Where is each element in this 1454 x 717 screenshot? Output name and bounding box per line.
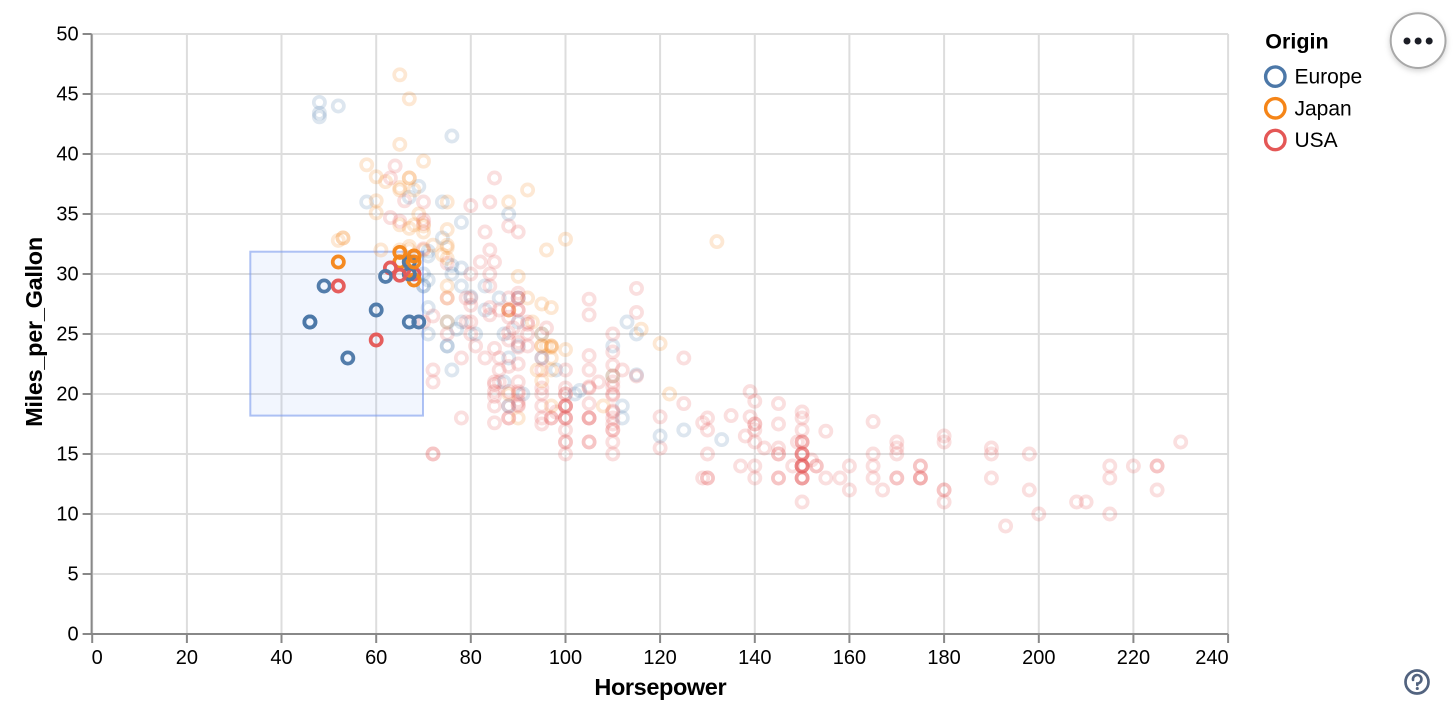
svg-text:50: 50: [56, 24, 78, 46]
svg-text:Origin: Origin: [1265, 29, 1328, 53]
svg-text:15: 15: [56, 444, 78, 466]
svg-text:100: 100: [549, 647, 582, 669]
svg-text:Miles_per_Gallon: Miles_per_Gallon: [21, 237, 47, 427]
svg-text:20: 20: [56, 384, 78, 406]
svg-text:25: 25: [56, 324, 78, 346]
svg-text:80: 80: [460, 647, 482, 669]
svg-text:40: 40: [270, 647, 292, 669]
svg-text:30: 30: [56, 264, 78, 286]
svg-text:220: 220: [1117, 647, 1150, 669]
svg-text:0: 0: [67, 624, 78, 646]
svg-text:Europe: Europe: [1295, 66, 1363, 89]
svg-text:35: 35: [56, 204, 78, 226]
svg-text:45: 45: [56, 84, 78, 106]
svg-text:140: 140: [738, 647, 771, 669]
svg-text:200: 200: [1022, 647, 1055, 669]
svg-text:120: 120: [643, 647, 676, 669]
svg-text:5: 5: [67, 564, 78, 586]
svg-text:240: 240: [1195, 647, 1228, 669]
svg-text:60: 60: [365, 647, 387, 669]
svg-text:40: 40: [56, 144, 78, 166]
svg-text:180: 180: [927, 647, 960, 669]
svg-text:0: 0: [92, 647, 103, 669]
svg-text:10: 10: [56, 504, 78, 526]
svg-text:160: 160: [833, 647, 866, 669]
svg-text:USA: USA: [1295, 129, 1338, 152]
svg-text:Horsepower: Horsepower: [594, 674, 726, 700]
svg-text:20: 20: [176, 647, 198, 669]
svg-text:Japan: Japan: [1295, 97, 1352, 120]
